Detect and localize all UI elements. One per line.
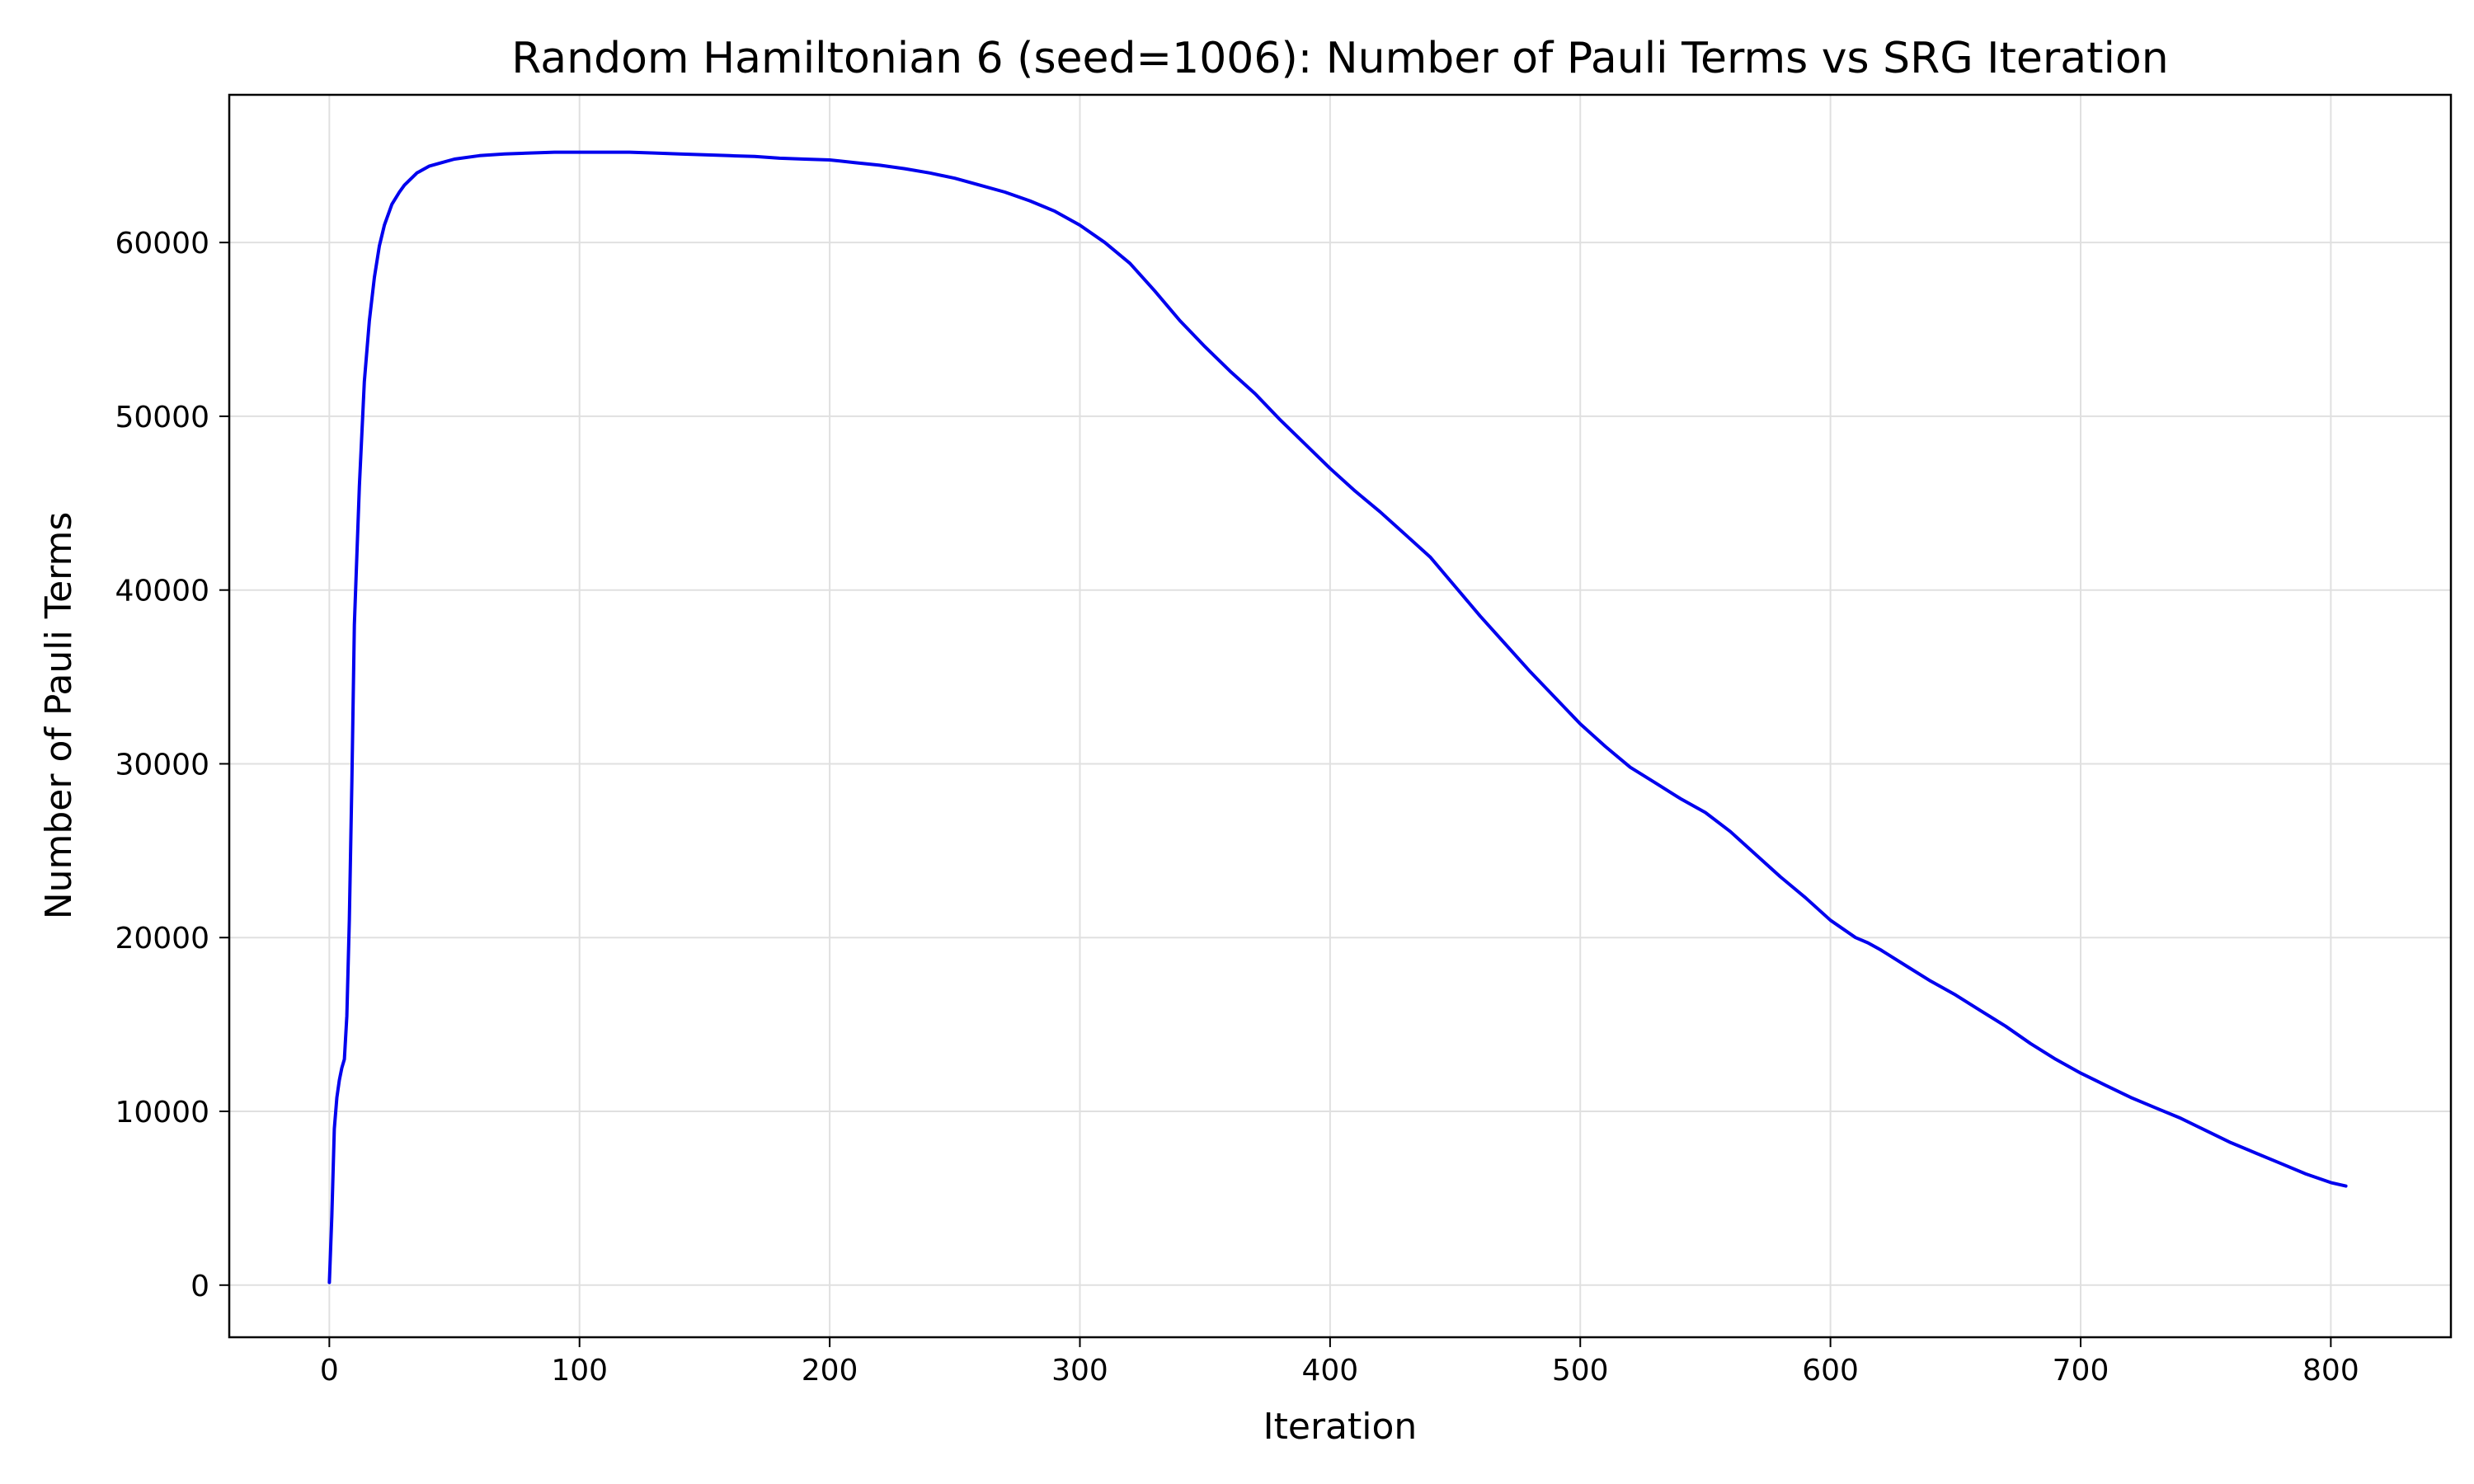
x-tick-label: 300 xyxy=(1051,1354,1108,1388)
x-tick-label: 500 xyxy=(1552,1354,1609,1388)
tick-marks: 0 100 200 300 400 500 600 700 800 0 10000 20000 3000… xyxy=(115,227,2359,1388)
y-tick-label: 40000 xyxy=(115,575,209,608)
y-tick-label: 30000 xyxy=(115,748,209,782)
y-axis-label: Number of Pauli Terms xyxy=(38,512,80,920)
x-tick-label: 100 xyxy=(551,1354,608,1388)
series-layer xyxy=(327,150,2348,1284)
y-tick-label: 60000 xyxy=(115,227,209,261)
y-tick-label: 20000 xyxy=(115,922,209,956)
x-tick-label: 700 xyxy=(2053,1354,2109,1388)
x-tick-label: 400 xyxy=(1302,1354,1359,1388)
x-tick-label: 0 xyxy=(320,1354,339,1388)
axes-frame xyxy=(228,93,2453,1339)
gridlines xyxy=(229,95,2451,1337)
y-tick-label: 10000 xyxy=(115,1096,209,1129)
series-line-0 xyxy=(327,150,2348,1284)
x-tick-label: 200 xyxy=(802,1354,858,1388)
y-tick-label: 50000 xyxy=(115,401,209,434)
y-tick-label: 0 xyxy=(190,1270,209,1303)
x-tick-label: 800 xyxy=(2302,1354,2359,1388)
chart-title: Random Hamiltonian 6 (seed=1006): Number… xyxy=(511,34,2168,83)
x-tick-label: 600 xyxy=(1802,1354,1859,1388)
x-axis-label: Iteration xyxy=(1263,1406,1418,1448)
